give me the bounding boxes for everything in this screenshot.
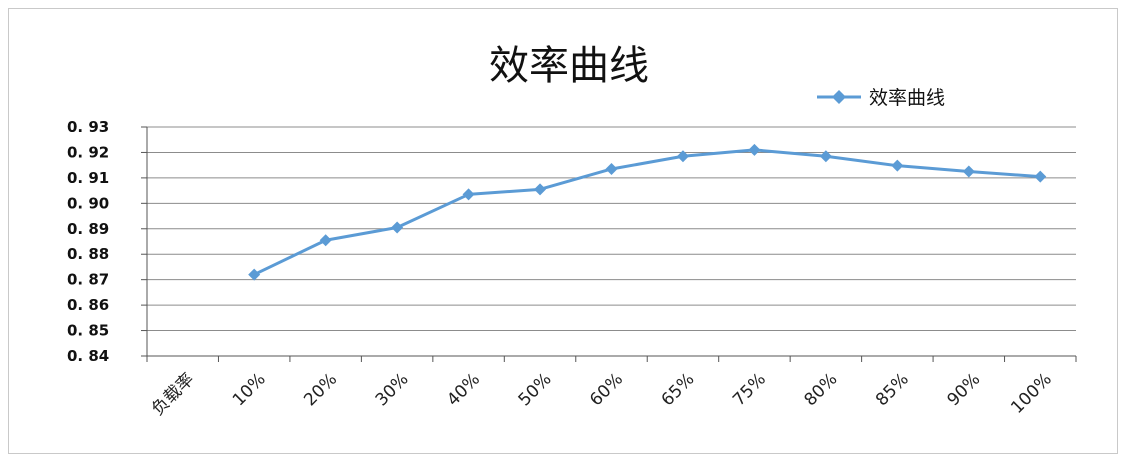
axes [141, 126, 1077, 362]
x-tick-label: 80% [801, 369, 842, 410]
y-tick-label: 0. 92 [67, 143, 109, 161]
x-tick-label: 20% [300, 369, 341, 410]
y-tick-label: 0. 85 [67, 322, 109, 340]
series-line [253, 148, 1041, 276]
y-tick-label: 0. 86 [67, 296, 109, 314]
y-tick-label: 0. 93 [67, 118, 109, 136]
x-tick-label: 30% [372, 369, 413, 410]
x-axis-tick-labels: 负载率 10% 20% 30% 40% 50% 60% 65% 75% 80% 85% 90% 100% [148, 369, 1056, 419]
y-tick-label: 0. 88 [67, 245, 109, 263]
x-tick-label: 90% [943, 369, 984, 410]
x-tick-label: 100% [1007, 369, 1056, 418]
chart-frame: 效率曲线 0. 93 0. 92 0. 91 0. 90 0. 89 0. 88 0. 87… [8, 8, 1118, 454]
data-point-marker [891, 159, 904, 172]
data-point-marker [748, 143, 761, 156]
data-point-marker [962, 165, 975, 178]
x-tick-label: 50% [515, 369, 556, 410]
gridlines [147, 126, 1076, 332]
data-point-marker [248, 268, 261, 281]
x-tick-label: 负载率 [148, 369, 198, 419]
y-tick-label: 0. 90 [67, 194, 109, 212]
x-tick-label: 85% [872, 369, 913, 410]
y-tick-label: 0. 91 [67, 169, 109, 187]
data-point-marker [676, 150, 689, 163]
data-point-marker [534, 183, 547, 196]
y-tick-label: 0. 89 [67, 220, 109, 238]
data-point-marker [1034, 170, 1047, 183]
data-point-marker [462, 188, 475, 201]
data-point-marker [391, 221, 404, 234]
x-tick-label: 10% [229, 369, 270, 410]
y-tick-label: 0. 87 [67, 271, 109, 289]
series-efficiency [248, 143, 1047, 281]
y-tick-label: 0. 84 [67, 347, 109, 365]
efficiency-line-chart: 效率曲线 0. 93 0. 92 0. 91 0. 90 0. 89 0. 88 0. 87… [67, 43, 1077, 420]
legend-label: 效率曲线 [869, 87, 945, 109]
x-tick-label: 65% [658, 369, 699, 410]
data-point-marker [605, 162, 618, 175]
data-point-marker [819, 150, 832, 163]
y-axis-tick-labels: 0. 93 0. 92 0. 91 0. 90 0. 89 0. 88 0. 87 0. 86… [67, 118, 109, 365]
x-tick-label: 60% [586, 369, 627, 410]
data-point-marker [319, 234, 332, 247]
x-tick-label: 40% [443, 369, 484, 410]
legend: 效率曲线 [817, 87, 945, 109]
chart-title: 效率曲线 [489, 43, 649, 89]
legend-marker-diamond [832, 90, 846, 104]
x-tick-label: 75% [729, 369, 770, 410]
